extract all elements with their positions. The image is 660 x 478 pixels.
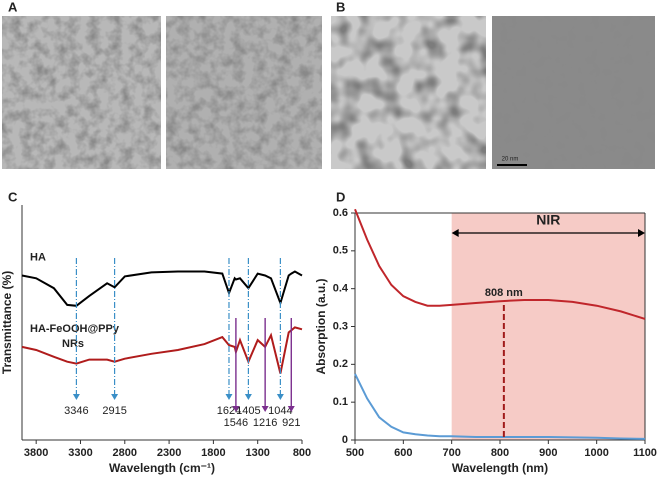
- peak-label: 1216: [253, 417, 277, 429]
- tem-texture: [331, 16, 486, 169]
- y-tick-label: 0.1: [333, 396, 348, 408]
- arrow-head: [232, 406, 240, 412]
- tem-texture: [166, 16, 322, 169]
- series-line: [21, 326, 303, 374]
- scale-bar-label: 20 nm: [502, 157, 519, 163]
- peak-label: 1405: [236, 405, 260, 417]
- marker-label: 808 nm: [485, 287, 523, 299]
- arrow-head: [111, 394, 119, 400]
- nir-band: [451, 213, 645, 440]
- peak-label: 1044: [268, 405, 292, 417]
- arrow-head: [244, 394, 252, 400]
- x-axis-label: Wavelength (nm): [452, 461, 548, 475]
- series-line: [21, 270, 303, 307]
- panel-label: D: [336, 189, 345, 204]
- x-tick-label: 3300: [68, 447, 92, 459]
- y-tick-label: 0.6: [333, 207, 348, 219]
- x-tick-label: 1100: [633, 447, 657, 459]
- x-tick-label: 3800: [24, 447, 48, 459]
- tem-texture: [2, 16, 161, 169]
- arrow-head: [225, 394, 233, 400]
- panel-label: C: [8, 189, 18, 204]
- y-tick-label: 0.4: [333, 283, 349, 295]
- panel-label: A: [8, 0, 18, 14]
- series-line: [354, 373, 646, 440]
- peak-label: 3346: [64, 405, 88, 417]
- x-axis-label: Wavelength (cm⁻¹): [109, 461, 215, 475]
- x-tick-label: 600: [394, 447, 412, 459]
- band-label: NIR: [536, 212, 560, 228]
- y-tick-label: 0.2: [333, 358, 348, 370]
- x-tick-label: 700: [442, 447, 460, 459]
- x-tick-label: 1300: [245, 447, 269, 459]
- x-tick-label: 800: [491, 447, 509, 459]
- arrow-head: [638, 229, 645, 237]
- y-tick-label: 0: [342, 434, 348, 446]
- series-label: HA: [30, 251, 46, 263]
- x-tick-label: 800: [293, 447, 311, 459]
- arrow-head: [451, 229, 459, 237]
- peak-label: 2915: [102, 405, 126, 417]
- peak-label: 921: [282, 417, 300, 429]
- arrow-head: [261, 406, 269, 412]
- x-tick-label: 900: [539, 447, 557, 459]
- panel-label: B: [336, 0, 345, 14]
- x-tick-label: 1000: [584, 447, 608, 459]
- y-axis-label: Transmittance (%): [0, 271, 14, 374]
- y-tick-label: 0.3: [333, 320, 348, 332]
- arrow-head: [287, 406, 295, 412]
- y-tick-label: 0.5: [333, 245, 348, 257]
- arrow-head: [276, 394, 284, 400]
- x-tick-label: 500: [346, 447, 364, 459]
- peak-label: 1546: [224, 417, 248, 429]
- series-label: HA-FeOOH@PPy NRs: [30, 323, 120, 350]
- series-line: [354, 208, 646, 320]
- micrographs: 20 nm: [2, 16, 655, 169]
- x-tick-label: 2800: [113, 447, 137, 459]
- tem-texture: [492, 16, 655, 169]
- arrow-head: [72, 394, 80, 400]
- x-tick-label: 1800: [201, 447, 225, 459]
- x-tick-label: 2300: [157, 447, 181, 459]
- y-axis-label: Absorption (a.u.): [314, 279, 328, 375]
